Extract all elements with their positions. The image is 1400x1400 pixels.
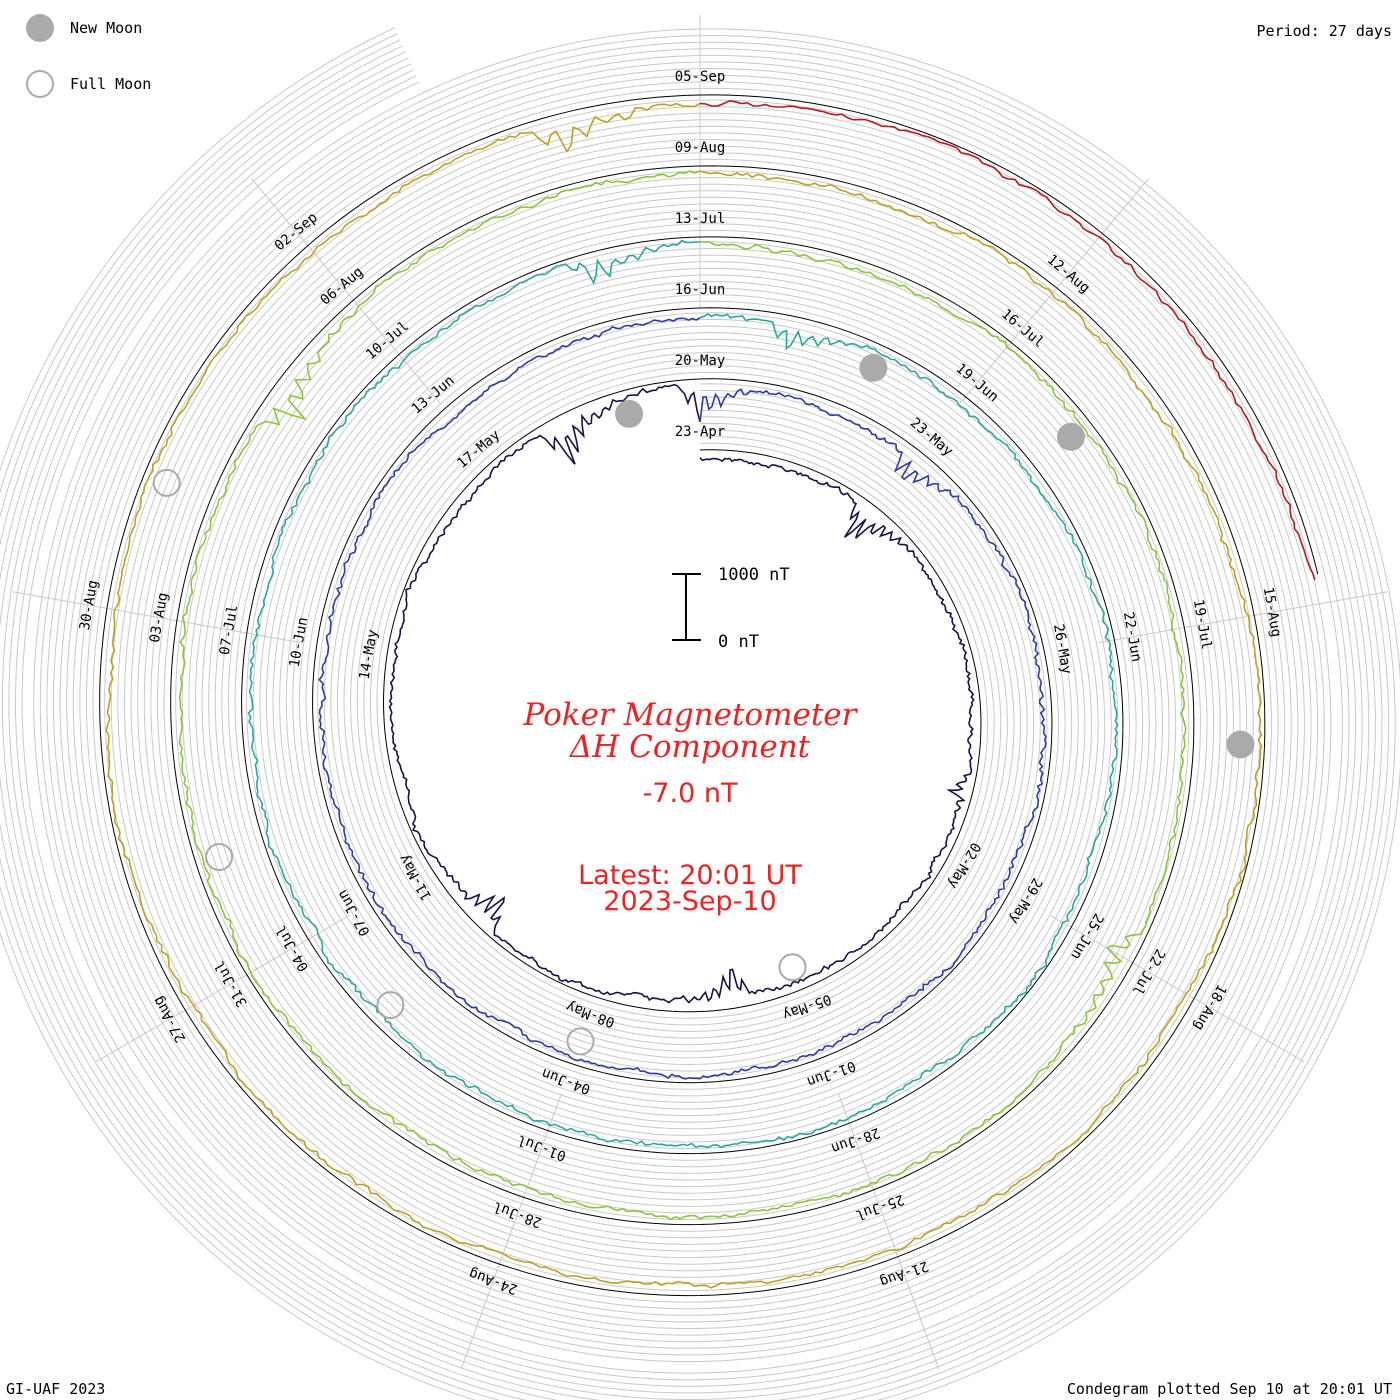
grid-spiral xyxy=(0,39,1390,1400)
date-label: 08-May xyxy=(564,998,617,1030)
baseline-spiral xyxy=(99,94,1319,1297)
period-label: Period: 27 days xyxy=(1256,22,1392,40)
date-label: 01-Jun xyxy=(805,1057,858,1089)
date-label: 29-May xyxy=(1006,875,1045,927)
baseline-line xyxy=(99,94,1319,1297)
chart-title: Poker Magnetometer xyxy=(523,697,857,733)
grid-spiral xyxy=(1,63,1363,1394)
grid-spiral xyxy=(0,51,1376,1400)
latest-date: 2023-Sep-10 xyxy=(603,886,777,917)
new-moon-icon xyxy=(26,14,54,42)
trace-turn-20-May xyxy=(318,317,1047,1080)
trace-turn-23-Apr xyxy=(388,383,975,1004)
date-label: 21-Aug xyxy=(878,1257,931,1289)
scale-bottom-label: 0 nT xyxy=(718,632,759,652)
grid-spoke xyxy=(12,591,302,644)
grid-spiral xyxy=(0,45,1383,1400)
date-label: 28-Jul xyxy=(491,1198,544,1230)
grid-spoke xyxy=(250,177,441,404)
legend-label-full-moon: Full Moon xyxy=(70,75,152,93)
scale-top-label: 1000 nT xyxy=(718,565,790,585)
grid-spiral xyxy=(14,75,1350,1381)
date-label: 20-May xyxy=(675,353,726,369)
date-label: 02-May xyxy=(944,839,983,891)
grid-spoke xyxy=(1050,915,1305,1063)
grid-spoke xyxy=(959,177,1150,404)
grid-spoke xyxy=(95,915,350,1063)
trace-turn-09-Aug xyxy=(105,102,1263,1289)
grid-spoke xyxy=(838,1093,940,1370)
date-label: 05-Sep xyxy=(675,69,726,85)
trace-turn-16-Jun xyxy=(247,239,1119,1149)
chart-subtitle: ΔH Component xyxy=(569,729,811,765)
scale-bar: 1000 nT 0 nT xyxy=(672,565,790,652)
date-label: 22-Jul xyxy=(1129,946,1168,998)
latest-time: Latest: 20:01 UT xyxy=(578,860,802,891)
grid-spoke xyxy=(1098,591,1388,644)
legend-label-new-moon: New Moon xyxy=(70,19,143,37)
legend-full-moon: Full Moon xyxy=(26,70,151,98)
current-value: -7.0 nT xyxy=(642,778,738,809)
spiral-grid xyxy=(0,15,1400,1400)
full-moon-marker xyxy=(778,953,807,982)
full-moon-marker xyxy=(205,843,234,871)
trace-turn-05-Sep xyxy=(699,100,1316,581)
new-moon-marker xyxy=(1057,422,1085,451)
full-moon-icon xyxy=(26,70,54,98)
date-label: 13-Jul xyxy=(675,211,726,227)
date-label: 01-Jul xyxy=(515,1131,568,1163)
credit-label: GI-UAF 2023 xyxy=(6,1380,106,1398)
new-moon-marker xyxy=(1226,730,1255,759)
date-label: 28-Jun xyxy=(829,1124,882,1156)
grid-spoke xyxy=(460,1093,562,1370)
new-moon-marker xyxy=(615,399,644,428)
new-moon-marker xyxy=(859,353,888,382)
full-moon-marker xyxy=(152,468,181,497)
plotted-label: Condegram plotted Sep 10 at 20:01 UT xyxy=(1066,1380,1392,1398)
date-label: 14-May xyxy=(357,628,382,681)
moon-markers xyxy=(152,353,1255,1056)
date-label: 25-Jun xyxy=(1067,910,1106,962)
grid-spiral xyxy=(8,69,1357,1387)
date-label: 24-Aug xyxy=(467,1265,520,1297)
legend-new-moon: New Moon xyxy=(26,14,142,42)
full-moon-marker xyxy=(566,1027,595,1056)
date-label: 05-May xyxy=(780,990,833,1022)
data-traces xyxy=(105,100,1316,1289)
grid-spiral xyxy=(0,27,1400,1400)
date-label: 18-Aug xyxy=(1190,981,1229,1033)
grid-spiral xyxy=(21,81,1343,1374)
full-moon-marker xyxy=(376,991,405,1020)
trace-turn-13-Jul xyxy=(178,170,1187,1221)
date-label: 04-Jun xyxy=(540,1065,593,1097)
date-label: 16-Jun xyxy=(675,282,726,298)
date-label: 10-Jun xyxy=(287,616,312,669)
date-label: 25-Jul xyxy=(853,1191,906,1223)
date-label: 09-Aug xyxy=(675,140,726,156)
date-label: 23-Apr xyxy=(675,424,726,440)
date-labels: 23-Apr02-May05-May08-May11-May14-May17-M… xyxy=(77,69,1284,1297)
grid-spiral xyxy=(0,57,1370,1400)
